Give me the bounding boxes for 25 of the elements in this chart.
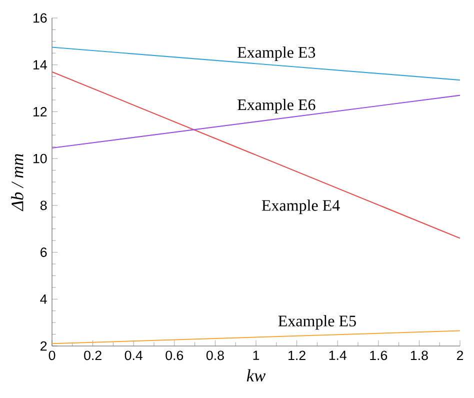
series-label: Example E6 — [238, 98, 316, 114]
x-tick-label: 0.4 — [124, 350, 142, 360]
y-tick-label: 14 — [33, 60, 47, 70]
x-tick-label: 1.2 — [288, 350, 306, 360]
x-tick-label: 0.2 — [84, 350, 102, 360]
series-label: Example E4 — [262, 200, 340, 214]
x-tick-label: 1 — [253, 350, 260, 360]
x-tick-label: 2 — [456, 350, 464, 360]
x-tick-label: 1.6 — [370, 350, 388, 360]
x-tick-label: 1.4 — [329, 350, 346, 360]
series-label: Example E3 — [238, 46, 316, 62]
y-tick-label: 4 — [40, 294, 47, 304]
x-axis-title: kw — [246, 369, 266, 382]
x-tick-label: 1.8 — [410, 350, 428, 360]
y-tick-label: 8 — [40, 200, 47, 210]
y-tick-label: 16 — [33, 13, 47, 23]
y-tick-label: 10 — [33, 154, 47, 164]
x-tick-label: 0 — [48, 350, 56, 360]
x-tick-label: 0.8 — [206, 350, 224, 360]
y-axis-title: Δb / mm — [11, 154, 24, 212]
x-tick-label: 0.6 — [166, 350, 184, 360]
y-tick-label: 12 — [33, 107, 47, 116]
y-tick-label: 2 — [40, 341, 47, 351]
series-label: Example E5 — [278, 315, 356, 330]
y-tick-label: 6 — [40, 248, 47, 257]
